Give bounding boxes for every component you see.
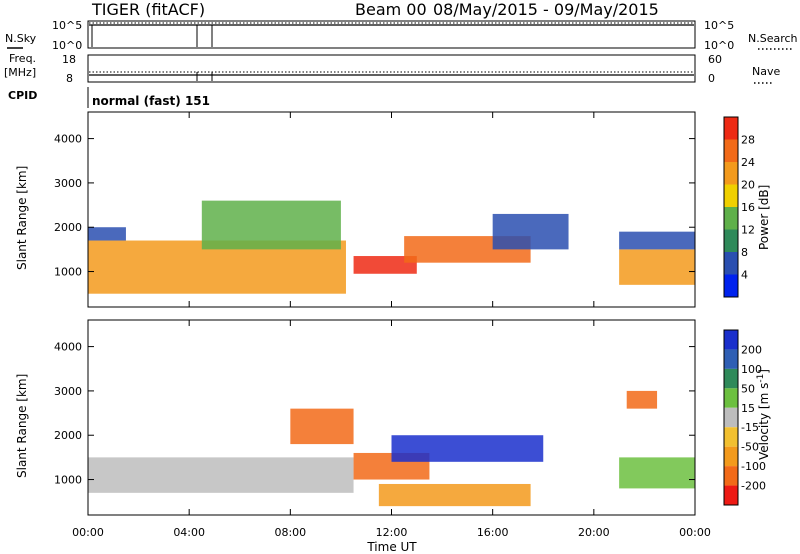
data-region: [290, 408, 354, 445]
velocity-colorbar: 200 100 50 15 -15 -50 -100 -200: [723, 329, 766, 506]
velocity-colorbar-segment: [724, 485, 738, 505]
cpid-label: CPID: [8, 89, 37, 102]
y-tick-label: 1000: [54, 474, 82, 487]
nsearch-tick-bottom: 10^0: [704, 39, 734, 52]
power-data-layer: [88, 200, 695, 294]
beam-label: Beam 00: [355, 0, 427, 19]
power-colorbar-segment: [724, 229, 738, 252]
power-colorbar-segment: [724, 252, 738, 275]
power-colorbar-tick: 16: [741, 201, 755, 214]
x-tick-label: 16:00: [477, 526, 509, 539]
data-region: [378, 483, 531, 507]
velocity-colorbar-tick: -200: [741, 480, 766, 493]
x-tick-label: 00:00: [72, 526, 104, 539]
x-tick-label: 00:00: [679, 526, 711, 539]
velocity-colorbar-segment: [724, 466, 738, 486]
velocity-colorbar-segment: [724, 427, 738, 447]
velocity-colorbar-segment: [724, 349, 738, 369]
data-region: [88, 227, 126, 241]
velocity-colorbar-tick: 200: [741, 343, 762, 356]
freq-tick-top: 18: [62, 53, 76, 66]
freq-tick-bottom: 8: [66, 72, 73, 85]
velocity-colorbar-tick: 100: [741, 363, 762, 376]
data-region: [201, 200, 341, 250]
data-region: [626, 390, 658, 409]
velocity-colorbar-segment: [724, 446, 738, 467]
nsky-tick-top: 10^5: [52, 19, 82, 32]
power-y-axis: 1000 2000 3000 4000: [54, 133, 695, 279]
y-tick-label: 2000: [54, 221, 82, 234]
freq-panel-frame: [87, 54, 696, 83]
data-region: [619, 249, 695, 285]
radar-title: TIGER (fitACF): [91, 0, 205, 19]
velocity-colorbar-tick: -100: [741, 460, 766, 473]
date-range: 08/May/2015 - 09/May/2015: [433, 0, 659, 19]
noise-panel-frame: [87, 20, 696, 49]
power-colorbar-tick: 20: [741, 179, 755, 192]
power-colorbar-tick: 28: [741, 134, 755, 147]
x-tick-label: 08:00: [274, 526, 306, 539]
nave-tick-bottom: 0: [708, 72, 715, 85]
power-colorbar-segment: [724, 117, 738, 140]
y-tick-label: 3000: [54, 177, 82, 190]
velocity-data-layer: [88, 390, 695, 507]
data-region: [619, 457, 695, 489]
velocity-colorbar-segment: [724, 368, 738, 389]
power-colorbar: 4 8 12 16 20 24 28: [723, 116, 755, 298]
velocity-colorbar-segment: [724, 388, 738, 408]
power-y-label: Slant Range [km]: [15, 166, 29, 270]
power-colorbar-segment: [724, 274, 738, 297]
data-region: [353, 256, 417, 274]
data-region: [619, 231, 695, 250]
power-colorbar-tick: 12: [741, 224, 755, 237]
data-region: [492, 213, 569, 250]
velocity-colorbar-tick: -50: [741, 441, 759, 454]
time-x-axis: 00:00 04:00 08:00 12:00 16:00 20:00 00:00: [72, 112, 711, 539]
y-tick-label: 4000: [54, 341, 82, 354]
freq-label: Freq.: [9, 52, 36, 65]
velocity-colorbar-label: Velocity [m s-1]: [756, 369, 771, 460]
y-tick-label: 4000: [54, 133, 82, 146]
nsky-label: N.Sky: [5, 32, 37, 45]
nsearch-tick-top: 10^5: [704, 19, 734, 32]
velocity-colorbar-tick: 50: [741, 382, 755, 395]
x-tick-label: 20:00: [578, 526, 610, 539]
power-colorbar-segment: [724, 139, 738, 162]
nsky-tick-bottom: 10^0: [52, 39, 82, 52]
y-tick-label: 1000: [54, 266, 82, 279]
x-tick-label: 12:00: [376, 526, 408, 539]
nsearch-label: N.Search: [748, 32, 798, 45]
y-tick-label: 2000: [54, 429, 82, 442]
power-panel: 1000 2000 3000 4000 Slant Range [km] 4 8 12 16…: [15, 111, 771, 308]
data-region: [88, 457, 354, 493]
freq-panel: Freq. [MHz] 18 8 60 0 Nave: [4, 52, 780, 85]
velocity-colorbar-tick: -15: [741, 421, 759, 434]
y-tick-label: 3000: [54, 385, 82, 398]
velocity-panel: 1000 2000 3000 4000 Slant Range [km] 200 100…: [15, 112, 771, 554]
cpid-value: normal (fast) 151: [92, 94, 210, 108]
nave-label: Nave: [752, 65, 780, 78]
data-region: [391, 435, 544, 462]
power-colorbar-tick: 8: [741, 246, 748, 259]
freq-unit-label: [MHz]: [4, 66, 36, 79]
power-colorbar-tick: 4: [741, 269, 748, 282]
x-tick-label: 04:00: [173, 526, 205, 539]
velocity-colorbar-segment: [724, 330, 738, 350]
velocity-colorbar-frame: [723, 329, 739, 506]
power-colorbar-frame: [723, 116, 739, 298]
power-colorbar-segment: [724, 162, 738, 185]
x-axis-label: Time UT: [366, 540, 417, 554]
power-colorbar-tick: 24: [741, 156, 755, 169]
velocity-colorbar-tick: 15: [741, 402, 755, 415]
noise-panel: N.Sky 10^5 10^0 10^5 10^0 N.Search: [5, 19, 798, 52]
velocity-y-axis: 1000 2000 3000 4000: [54, 341, 695, 487]
power-colorbar-label: Power [dB]: [757, 185, 771, 250]
velocity-y-label: Slant Range [km]: [15, 374, 29, 478]
power-colorbar-segment: [724, 207, 738, 230]
nave-tick-top: 60: [708, 53, 722, 66]
power-colorbar-segment: [724, 184, 738, 207]
velocity-colorbar-segment: [724, 407, 738, 428]
